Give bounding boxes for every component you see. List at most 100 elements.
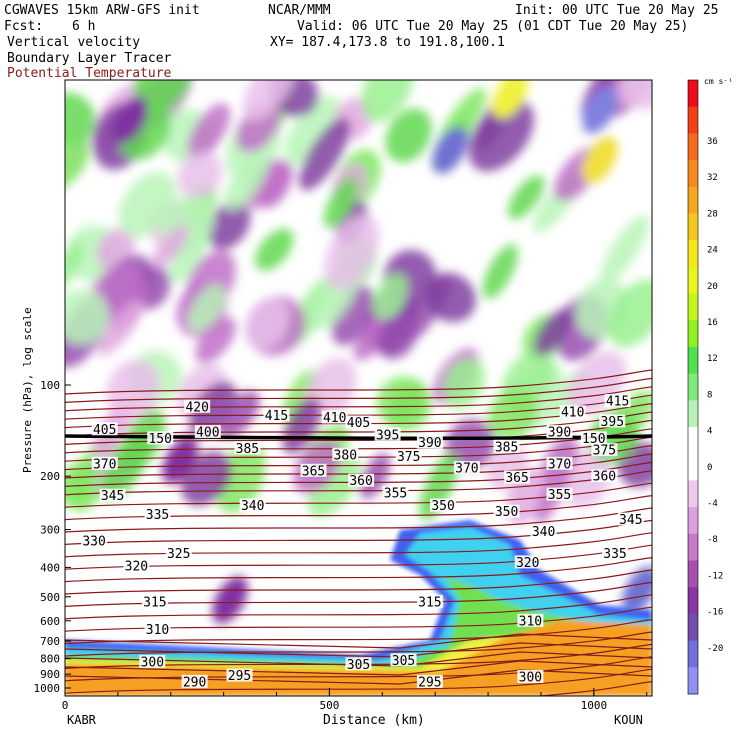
velocity-cell [376, 314, 418, 360]
colorbar-swatch [688, 480, 698, 508]
theta-label-bg [580, 431, 607, 445]
colorbar-swatch [688, 293, 698, 321]
colorbar-swatch [688, 453, 698, 481]
x-tick-label: 500 [319, 699, 339, 712]
velocity-cell [112, 96, 148, 144]
theta-label: 390 [418, 436, 441, 451]
theta-label-bg [514, 555, 541, 569]
colorbar-swatch [688, 160, 698, 188]
velocity-cell [97, 299, 144, 356]
velocity-cell [361, 80, 414, 122]
theta-label-bg [144, 622, 171, 636]
theta-label-bg [234, 441, 261, 455]
theta-contour [65, 461, 652, 487]
theta-contour [65, 507, 652, 533]
velocity-cell [419, 452, 459, 521]
theta-contour [65, 519, 652, 545]
theta-label-bg [591, 443, 618, 457]
theta-label-bg [493, 439, 520, 453]
org-label: NCAR/MMM [268, 3, 331, 18]
y-tick-label: 300 [40, 524, 60, 537]
velocity-cell [187, 103, 231, 160]
theta-label-bg [617, 512, 644, 526]
x-tick-label: 1000 [581, 699, 608, 712]
theta-label: 415 [265, 409, 288, 424]
theta-label-bg [345, 415, 372, 429]
colorbar-swatch [688, 560, 698, 588]
colorbar-tick-label: -8 [707, 535, 718, 545]
theta-label: 305 [392, 654, 415, 669]
y-tick-label: 200 [40, 470, 60, 483]
theta-label: 335 [146, 508, 169, 523]
colorbar-tick-label: -16 [707, 608, 723, 618]
theta-contour [65, 633, 652, 649]
y-tick-label: 900 [40, 668, 60, 681]
velocity-cell [65, 92, 96, 148]
theta-label: 340 [241, 499, 264, 514]
velocity-cell [223, 153, 269, 211]
colorbar-swatch [688, 667, 698, 695]
colorbar-tick-label: 12 [707, 354, 718, 364]
theta-label-bg [430, 498, 457, 512]
theta-contour [65, 651, 652, 667]
theta-label: 300 [519, 671, 542, 686]
colorbar-unit: cm s⁻¹ [704, 77, 733, 86]
tropopause-label: 150 [582, 432, 605, 447]
theta-label: 405 [93, 423, 116, 438]
theta-label: 300 [141, 655, 164, 670]
theta-contour [65, 606, 652, 632]
colorbar-tick-label: 24 [707, 246, 718, 256]
velocity-cell [284, 95, 341, 166]
theta-contour [65, 369, 652, 395]
theta-label: 360 [593, 470, 616, 485]
velocity-cell [582, 86, 618, 134]
theta-label-bg [184, 399, 211, 413]
field-potential-temperature: Potential Temperature [7, 66, 172, 81]
velocity-cell [207, 200, 251, 250]
valid-time: Valid: 06 UTC Tue 20 May 25 (01 CDT Tue … [297, 19, 689, 34]
velocity-cell [492, 80, 528, 119]
theta-label: 385 [495, 440, 518, 455]
theta-contour [65, 643, 652, 669]
theta-label: 355 [548, 488, 571, 503]
theta-label: 330 [82, 534, 105, 549]
colorbar-tick-label: 0 [707, 463, 712, 473]
field-boundary-layer-tracer: Boundary Layer Tracer [7, 51, 172, 66]
theta-label-bg [81, 533, 108, 547]
velocity-cell [255, 228, 294, 271]
velocity-cell [359, 453, 391, 499]
theta-label-bg [239, 498, 266, 512]
theta-label: 350 [495, 505, 518, 520]
theta-contour [65, 403, 652, 429]
theta-contour [65, 581, 652, 607]
theta-label-bg [493, 504, 520, 518]
theta-label-bg [599, 414, 626, 428]
theta-label-bg [453, 461, 480, 475]
theta-contour [65, 642, 652, 658]
velocity-cell [432, 126, 468, 174]
theta-label: 420 [185, 400, 208, 415]
theta-contour [65, 436, 652, 462]
theta-contour [531, 681, 652, 696]
theta-label: 345 [101, 489, 124, 504]
colorbar-swatch [688, 507, 698, 535]
theta-label: 375 [397, 450, 420, 465]
field-vertical-velocity: Vertical velocity [7, 35, 141, 50]
colorbar-swatch [688, 240, 698, 268]
theta-label-bg [91, 422, 118, 436]
theta-label: 310 [146, 623, 169, 638]
theta-label-bg [517, 613, 544, 627]
x-tick-label: 0 [62, 699, 69, 712]
colorbar-swatch [688, 320, 698, 348]
colorbar-swatch [688, 80, 698, 108]
colorbar-tick-label: 8 [707, 390, 712, 400]
left-station-label: KABR [67, 713, 97, 727]
colorbar-tick-label: -20 [707, 644, 723, 654]
colorbar-tick-label: 4 [707, 427, 712, 437]
theta-label-bg [181, 674, 208, 688]
velocity-cell [65, 139, 90, 192]
theta-label: 340 [532, 525, 555, 540]
theta-label-bg [382, 485, 409, 499]
